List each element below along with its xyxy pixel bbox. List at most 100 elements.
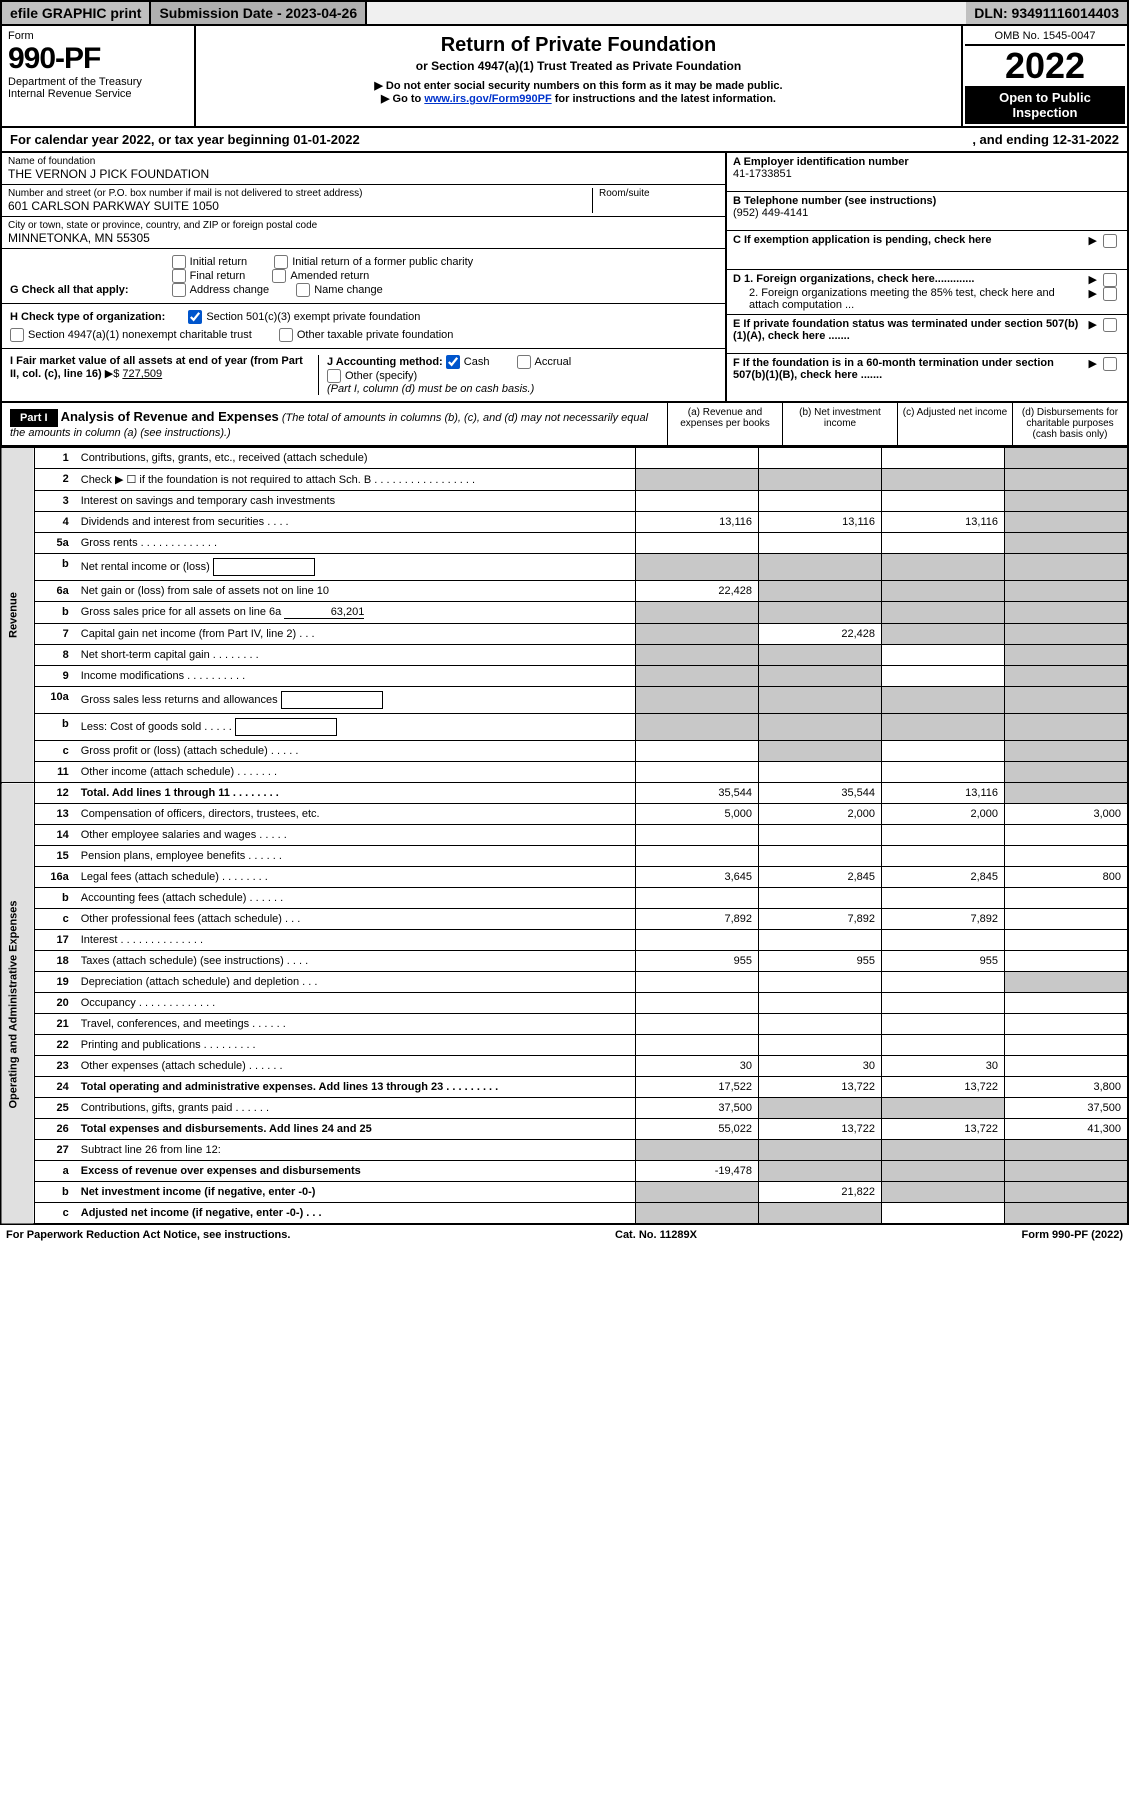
line-label: Compensation of officers, directors, tru…: [75, 804, 636, 825]
line-label: Taxes (attach schedule) (see instruction…: [75, 951, 636, 972]
instructions-link[interactable]: www.irs.gov/Form990PF: [424, 93, 551, 105]
foundation-city: MINNETONKA, MN 55305: [8, 231, 719, 245]
amount-col-d: [1005, 469, 1129, 491]
h-other-taxable[interactable]: Other taxable private foundation: [279, 329, 454, 341]
amount-col-b: 13,722: [759, 1077, 882, 1098]
f-cell: F If the foundation is in a 60-month ter…: [727, 354, 1127, 392]
j-cash[interactable]: Cash: [446, 356, 490, 368]
f-checkbox[interactable]: [1103, 357, 1117, 371]
amount-col-d: [1005, 1035, 1129, 1056]
line-number: 27: [34, 1140, 75, 1161]
info-right: A Employer identification number 41-1733…: [727, 153, 1127, 401]
name-cell: Name of foundation THE VERNON J PICK FOU…: [2, 153, 725, 185]
exemption-cell: C If exemption application is pending, c…: [727, 231, 1127, 270]
amount-col-a: [636, 602, 759, 624]
amount-col-b: 22,428: [759, 624, 882, 645]
table-row: aExcess of revenue over expenses and dis…: [1, 1161, 1128, 1182]
amount-col-c: [882, 602, 1005, 624]
line-label: Travel, conferences, and meetings . . . …: [75, 1014, 636, 1035]
amount-col-d: [1005, 846, 1129, 867]
line-number: b: [34, 554, 75, 581]
table-row: 8Net short-term capital gain . . . . . .…: [1, 645, 1128, 666]
amount-col-b: [759, 1161, 882, 1182]
amount-col-d: 3,000: [1005, 804, 1129, 825]
amount-col-c: [882, 1140, 1005, 1161]
amount-col-a: [636, 1140, 759, 1161]
amount-col-c: [882, 469, 1005, 491]
g-amended[interactable]: Amended return: [272, 270, 369, 282]
table-row: 26Total expenses and disbursements. Add …: [1, 1119, 1128, 1140]
table-row: bNet rental income or (loss): [1, 554, 1128, 581]
table-row: 17Interest . . . . . . . . . . . . . .: [1, 930, 1128, 951]
line-label: Other professional fees (attach schedule…: [75, 909, 636, 930]
amount-col-a: [636, 469, 759, 491]
g-initial[interactable]: Initial return: [172, 256, 247, 268]
amount-col-c: [882, 554, 1005, 581]
amount-col-d: [1005, 1014, 1129, 1035]
amount-col-b: [759, 1014, 882, 1035]
table-row: 15Pension plans, employee benefits . . .…: [1, 846, 1128, 867]
line-number: 11: [34, 762, 75, 783]
amount-col-c: [882, 741, 1005, 762]
line-number: b: [34, 1182, 75, 1203]
amount-col-c: [882, 930, 1005, 951]
d-cell: D 1. Foreign organizations, check here..…: [727, 270, 1127, 315]
amount-col-c: [882, 645, 1005, 666]
line-label: Less: Cost of goods sold . . . . .: [75, 714, 636, 741]
e-checkbox[interactable]: [1103, 318, 1117, 332]
line-number: 5a: [34, 533, 75, 554]
amount-col-b: 30: [759, 1056, 882, 1077]
amount-col-b: [759, 825, 882, 846]
line-label: Gross rents . . . . . . . . . . . . .: [75, 533, 636, 554]
amount-col-a: [636, 930, 759, 951]
g-name-change[interactable]: Name change: [296, 284, 383, 296]
e-cell: E If private foundation status was termi…: [727, 315, 1127, 354]
line-label: Net gain or (loss) from sale of assets n…: [75, 581, 636, 602]
amount-col-c: 13,116: [882, 512, 1005, 533]
g-initial-public[interactable]: Initial return of a former public charit…: [274, 256, 473, 268]
part-i-header: Part I Analysis of Revenue and Expenses …: [0, 403, 1129, 447]
note-link: ▶ Go to www.irs.gov/Form990PF for instru…: [206, 92, 951, 105]
room-hint: Room/suite: [599, 188, 719, 199]
tax-year: 2022: [965, 46, 1125, 86]
line-number: 14: [34, 825, 75, 846]
line-label: Interest on savings and temporary cash i…: [75, 491, 636, 512]
amount-col-b: 35,544: [759, 783, 882, 804]
table-row: 21Travel, conferences, and meetings . . …: [1, 1014, 1128, 1035]
table-row: 10aGross sales less returns and allowanc…: [1, 687, 1128, 714]
h-501c3[interactable]: Section 501(c)(3) exempt private foundat…: [188, 311, 420, 323]
line-label: Net short-term capital gain . . . . . . …: [75, 645, 636, 666]
amount-col-d: [1005, 666, 1129, 687]
g-addr-change[interactable]: Address change: [172, 284, 270, 296]
amount-col-d: [1005, 687, 1129, 714]
table-row: 14Other employee salaries and wages . . …: [1, 825, 1128, 846]
line-label: Excess of revenue over expenses and disb…: [75, 1161, 636, 1182]
amount-col-c: [882, 1203, 1005, 1225]
line-number: 13: [34, 804, 75, 825]
amount-col-c: [882, 687, 1005, 714]
amount-col-d: [1005, 993, 1129, 1014]
j-accrual[interactable]: Accrual: [517, 356, 572, 368]
line-number: b: [34, 888, 75, 909]
amount-col-c: [882, 1035, 1005, 1056]
amount-col-d: [1005, 1056, 1129, 1077]
d1-checkbox[interactable]: [1103, 273, 1117, 287]
line-label: Other income (attach schedule) . . . . .…: [75, 762, 636, 783]
d2-checkbox[interactable]: [1103, 287, 1117, 301]
amount-col-a: [636, 972, 759, 993]
dln: DLN: 93491116014403: [966, 2, 1127, 24]
line-label: Gross sales less returns and allowances: [75, 687, 636, 714]
amount-col-d: [1005, 533, 1129, 554]
line-number: 17: [34, 930, 75, 951]
amount-col-a: 13,116: [636, 512, 759, 533]
amount-col-d: [1005, 972, 1129, 993]
c-checkbox[interactable]: [1103, 234, 1117, 248]
line-number: 3: [34, 491, 75, 512]
amount-col-a: [636, 624, 759, 645]
g-final[interactable]: Final return: [172, 270, 246, 282]
h-4947[interactable]: Section 4947(a)(1) nonexempt charitable …: [10, 329, 252, 341]
info-left: Name of foundation THE VERNON J PICK FOU…: [2, 153, 727, 401]
line-number: c: [34, 1203, 75, 1225]
j-other[interactable]: Other (specify): [327, 370, 417, 382]
amount-col-b: [759, 972, 882, 993]
